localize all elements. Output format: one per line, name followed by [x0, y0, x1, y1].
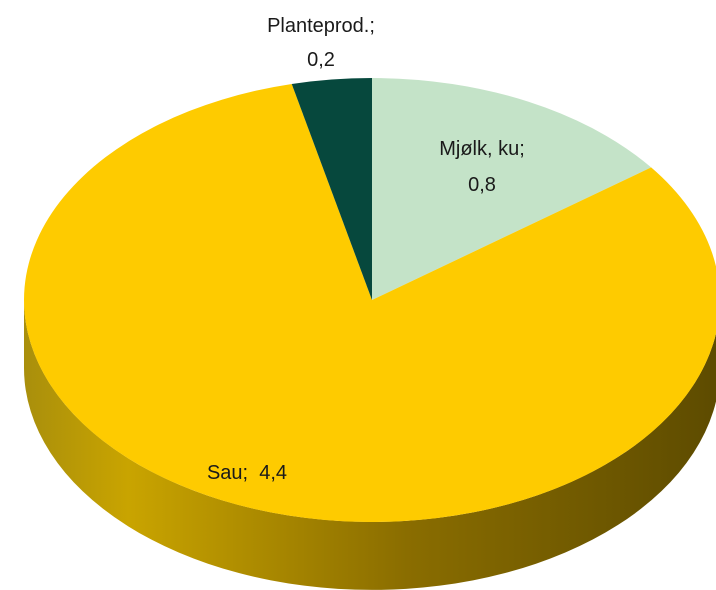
data-label-sau: Sau; 4,4 — [207, 462, 287, 484]
data-label-value: 0,8 — [468, 174, 496, 196]
data-label-planteprod: Planteprod.; 0,2 — [267, 15, 375, 71]
data-label-name: Planteprod.; — [267, 15, 375, 37]
data-label-name: Sau; 4,4 — [207, 462, 287, 484]
data-label-name: Mjølk, ku; — [439, 138, 525, 160]
data-label-value: 0,2 — [307, 49, 335, 71]
pie-slices — [24, 78, 716, 590]
